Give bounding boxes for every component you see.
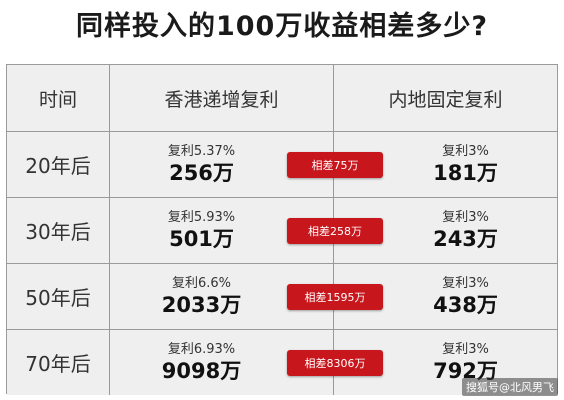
hk-cell: 复利5.37% 256万 [110, 132, 334, 197]
cn-amount: 438万 [433, 293, 498, 317]
table-header-row: 时间 香港递增复利 内地固定复利 [7, 65, 557, 131]
header-hk-compound: 香港递增复利 [164, 88, 279, 111]
time-cell: 20年后 [7, 132, 110, 197]
hk-rate: 复利5.37% [167, 144, 236, 159]
time-cell: 30年后 [7, 198, 110, 263]
header-time: 时间 [38, 88, 77, 111]
header-hk-cell: 香港递增复利 [110, 65, 334, 131]
hk-cell: 复利6.6% 2033万 [110, 264, 334, 329]
cn-rate: 复利3% [442, 276, 489, 291]
table-row: 20年后 复利5.37% 256万 复利3% 181万 相差75万 [7, 131, 557, 197]
hk-rate: 复利5.93% [167, 210, 236, 225]
time-label: 50年后 [25, 286, 91, 310]
difference-badge: 相差258万 [287, 218, 383, 244]
time-cell: 50年后 [7, 264, 110, 329]
difference-badge: 相差1595万 [287, 284, 383, 310]
table-row: 30年后 复利5.93% 501万 复利3% 243万 相差258万 [7, 197, 557, 263]
hk-rate: 复利6.93% [167, 342, 236, 357]
hk-amount: 256万 [169, 161, 234, 185]
time-label: 70年后 [25, 352, 91, 376]
header-cn-cell: 内地固定复利 [334, 65, 557, 131]
table-row: 70年后 复利6.93% 9098万 复利3% 792万 相差8306万 [7, 329, 557, 395]
watermark: 搜狐号@北风男飞 [462, 378, 558, 396]
header-time-cell: 时间 [7, 65, 110, 131]
difference-badge: 相差8306万 [287, 350, 383, 376]
cn-cell: 复利3% 243万 [334, 198, 557, 263]
time-label: 20年后 [25, 154, 91, 178]
cn-rate: 复利3% [442, 144, 489, 159]
header-cn-compound: 内地固定复利 [388, 88, 503, 111]
page-title: 同样投入的100万收益相差多少? [75, 11, 489, 42]
cn-rate: 复利3% [442, 210, 489, 225]
hk-amount: 9098万 [161, 359, 242, 383]
comparison-table: 时间 香港递增复利 内地固定复利 20年后 复利5.37% 256万 复利3% … [6, 64, 558, 395]
hk-cell: 复利6.93% 9098万 [110, 330, 334, 395]
cn-cell: 复利3% 438万 [334, 264, 557, 329]
hk-amount: 501万 [169, 227, 234, 251]
hk-rate: 复利6.6% [171, 276, 232, 291]
cn-rate: 复利3% [442, 342, 489, 357]
table-row: 50年后 复利6.6% 2033万 复利3% 438万 相差1595万 [7, 263, 557, 329]
time-label: 30年后 [25, 220, 91, 244]
hk-amount: 2033万 [161, 293, 242, 317]
cn-cell: 复利3% 181万 [334, 132, 557, 197]
cn-amount: 181万 [433, 161, 498, 185]
difference-badge: 相差75万 [287, 152, 383, 178]
cn-amount: 243万 [433, 227, 498, 251]
time-cell: 70年后 [7, 330, 110, 395]
